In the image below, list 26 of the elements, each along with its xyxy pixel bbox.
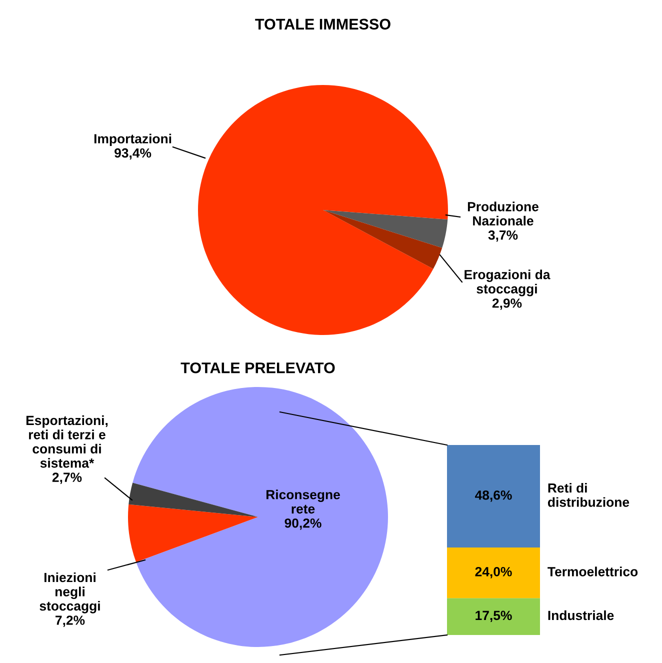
data-label: 48,6%	[474, 490, 512, 502]
data-label: 2,9%	[492, 298, 522, 310]
data-label: 90,2%	[284, 518, 322, 530]
data-label: 7,2%	[56, 616, 85, 627]
slice-label: Iniezioni negli stoccaggi	[40, 572, 100, 614]
pie-slice	[132, 387, 388, 647]
pie-slice	[323, 210, 442, 269]
pie-slice	[128, 482, 258, 517]
data-label: 17,5%	[476, 610, 512, 622]
slice-label: Esportazioni, reti di terzi e consumi di sistema*	[26, 415, 108, 468]
pie-slice	[128, 504, 258, 562]
slice-label: Erogazioni da stoccaggi	[464, 270, 550, 296]
slice-label: Produzione Nazionale	[468, 202, 538, 226]
data-label: 2,7%	[52, 472, 82, 484]
slice-label: Riconsegne rete	[266, 490, 340, 514]
series-label: Industriale	[548, 610, 614, 620]
series-label: Reti di distribuzione	[548, 482, 630, 507]
chart-title: TOTALE IMMESSO	[255, 18, 390, 30]
pie-slice	[323, 210, 448, 248]
data-label: 3,7%	[488, 230, 518, 242]
pie-slice	[198, 85, 448, 335]
slice-label: Importazioni	[94, 134, 172, 146]
series-label: Termoelettrico	[548, 566, 638, 576]
data-label: 24,0%	[475, 566, 512, 578]
chart-title: TOTALE PRELEVATO	[180, 362, 335, 374]
data-label: 93,4%	[114, 148, 152, 160]
